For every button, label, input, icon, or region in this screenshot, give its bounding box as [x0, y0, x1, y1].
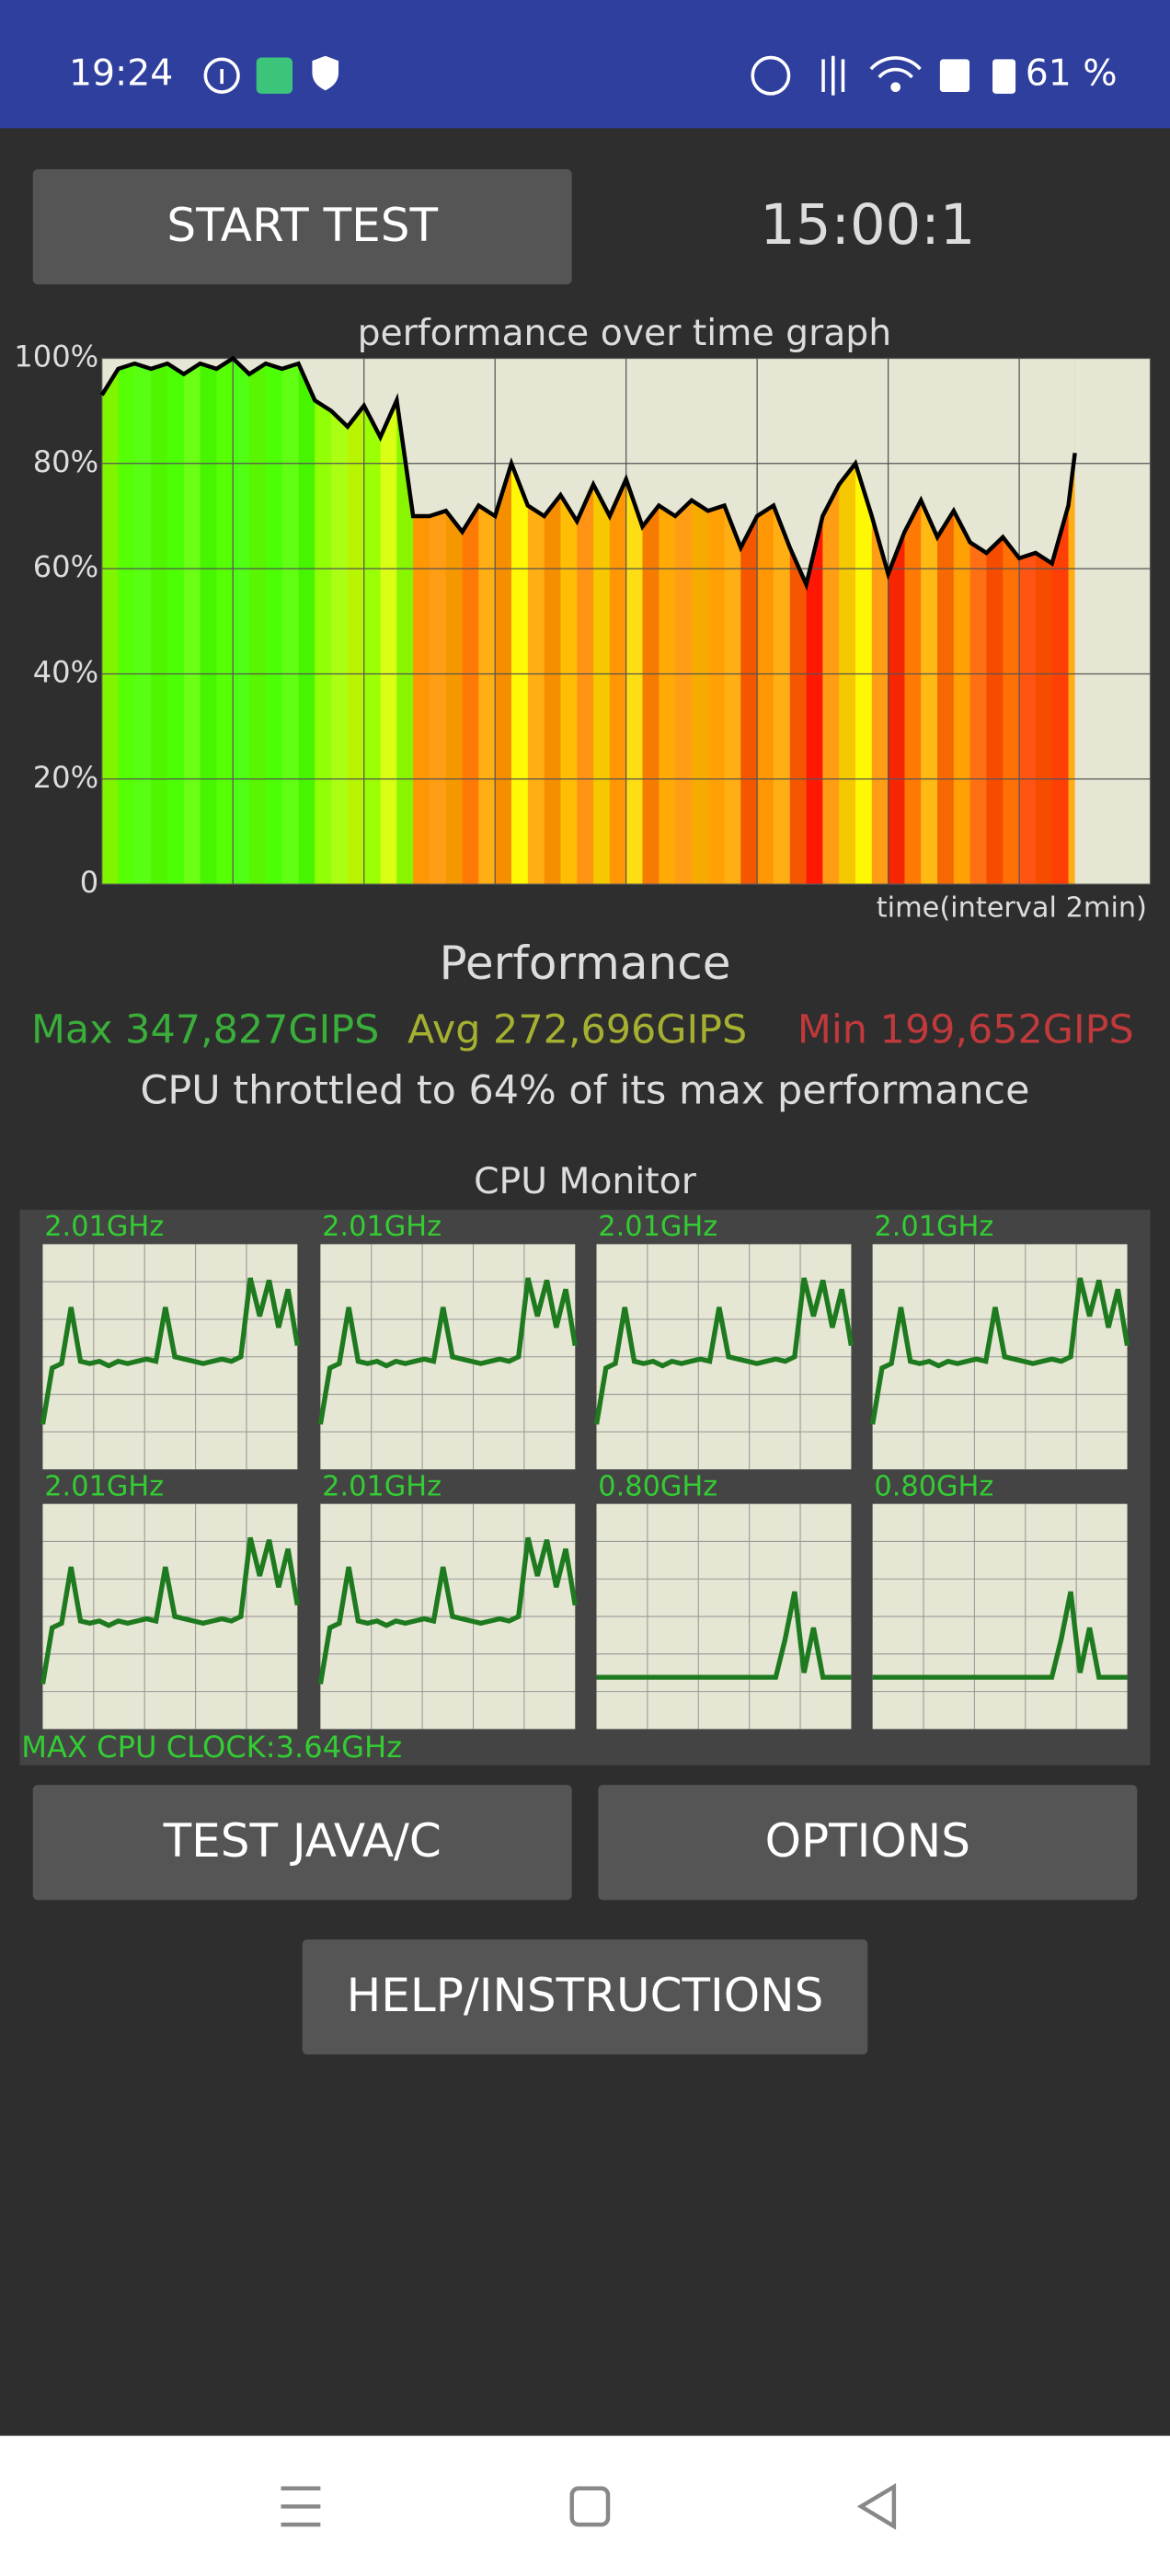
core-frequency: 2.01GHz: [44, 1211, 164, 1243]
performance-stripe: [151, 358, 168, 885]
core-line: [317, 1277, 578, 1425]
performance-stripe: [265, 358, 283, 885]
core-frequency: 0.80GHz: [874, 1470, 993, 1502]
y-tick-label: 60%: [33, 549, 98, 584]
performance-stripe: [331, 358, 349, 885]
test-java-button[interactable]: [32, 1785, 572, 1901]
max-performance: Max 347,827GIPS: [31, 1006, 379, 1052]
performance-stripe: [101, 358, 120, 885]
core-frequency: 2.01GHz: [322, 1211, 442, 1243]
avg-performance: Avg 272,696GIPS: [407, 1006, 747, 1052]
performance-stripe: [363, 358, 382, 885]
performance-stripe: [380, 358, 397, 885]
performance-stripe: [167, 358, 185, 885]
core-frequency: 2.01GHz: [44, 1470, 164, 1502]
performance-stripe: [249, 358, 267, 885]
button-label: OPTIONS: [765, 1814, 970, 1868]
core-line: [40, 1277, 301, 1425]
button-label: HELP/INSTRUCTIONS: [347, 1969, 824, 2022]
cpu-monitor-footer: MAX CPU CLOCK:3.64GHz: [21, 1730, 402, 1765]
cores: 2.01GHz 2.01GHz 2.01GHz 2.01GHz 2.01GHz 2.01G…: [40, 1211, 1130, 1730]
nav-icons: [281, 2483, 897, 2530]
performance-line: [99, 355, 1077, 592]
performance-stripe: [315, 358, 332, 885]
core-frequency: 2.01GHz: [874, 1211, 993, 1243]
core-line: [40, 1536, 301, 1685]
performance-title: Performance: [440, 937, 731, 990]
menu-button[interactable]: [281, 2486, 321, 2527]
core-frequency: 2.01GHz: [322, 1470, 442, 1502]
core-frequency: 0.80GHz: [598, 1470, 717, 1502]
performance-stripe: [216, 358, 234, 885]
performance-stripe: [233, 358, 250, 885]
performance-stripe: [200, 358, 217, 885]
chart-title: performance over time graph: [358, 313, 892, 354]
performance-stripe: [839, 358, 856, 885]
home-button[interactable]: [569, 2486, 611, 2527]
core-line: [869, 1277, 1130, 1425]
core-frequency: 2.01GHz: [598, 1211, 717, 1243]
navigation-bar: [0, 2435, 1170, 2576]
plot-background-right: [1074, 358, 1151, 885]
performance-stripe: [118, 358, 135, 885]
battery-level: 61 %: [1026, 53, 1118, 95]
core-line: [596, 1591, 852, 1680]
status-bar: [0, 0, 1170, 129]
timer: 15:00:1: [760, 193, 975, 258]
start-test-button[interactable]: [32, 169, 572, 285]
y-tick-label: 40%: [33, 654, 98, 689]
x-axis-label: time(interval 2min): [877, 891, 1147, 924]
button-label: START TEST: [166, 199, 438, 252]
back-button[interactable]: [856, 2483, 897, 2530]
plot: [99, 355, 1152, 885]
performance-stripe: [298, 358, 315, 885]
y-tick-label: 80%: [33, 444, 98, 479]
y-tick-label: 0: [80, 865, 98, 900]
min-performance: Min 199,652GIPS: [797, 1006, 1134, 1052]
status-icons: [203, 55, 1016, 96]
y-tick-label: 100%: [14, 339, 98, 374]
cpu-monitor-title: CPU Monitor: [474, 1161, 697, 1202]
button-label: TEST JAVA/C: [163, 1814, 442, 1868]
options-button[interactable]: [598, 1785, 1138, 1901]
performance-stripe: [183, 358, 201, 885]
plot-background-above: [101, 358, 1075, 585]
clock: 19:24: [69, 53, 173, 95]
performance-stripe: [1068, 358, 1076, 885]
performance-stripe: [134, 358, 152, 885]
y-tick-label: 20%: [33, 760, 98, 795]
core-line: [872, 1591, 1128, 1680]
performance-stripe: [281, 358, 300, 885]
performance-stripe: [347, 358, 365, 885]
core-line: [317, 1536, 578, 1685]
core-line: [593, 1277, 855, 1425]
help-button[interactable]: [302, 1939, 868, 2055]
throttle-text: CPU throttled to 64% of its max performa…: [141, 1068, 1030, 1114]
